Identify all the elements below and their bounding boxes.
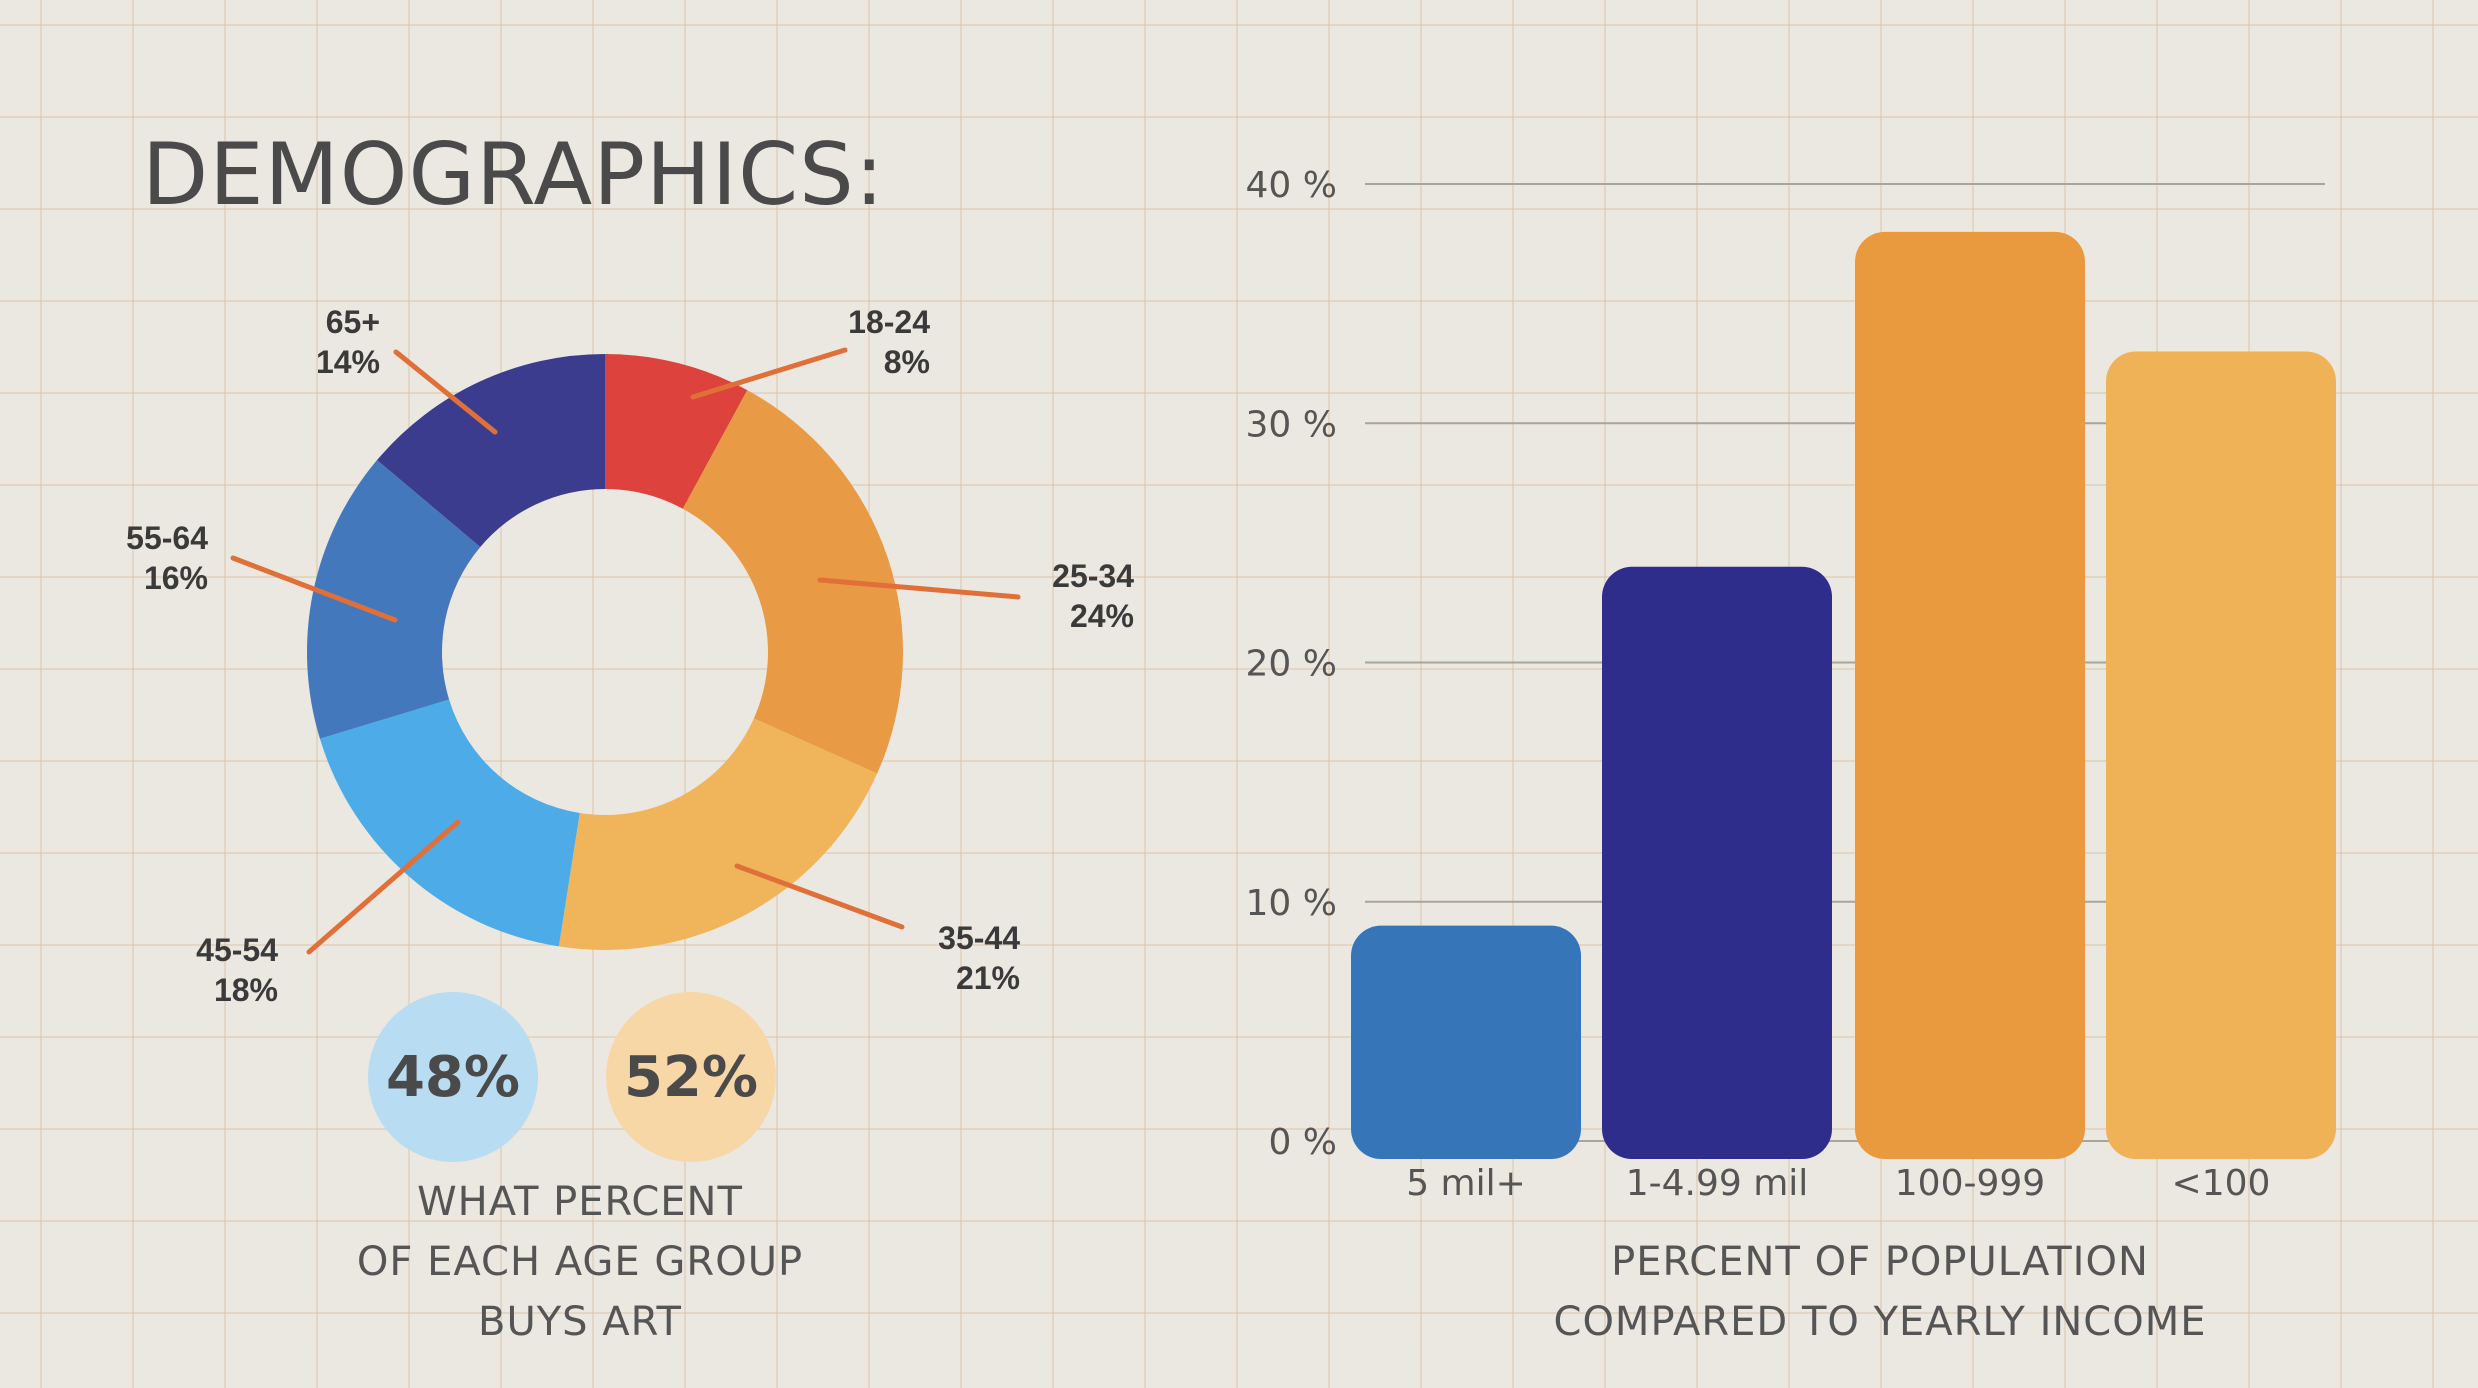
leader-line-35-44 (734, 863, 905, 930)
leader-line-65plus (393, 349, 498, 435)
age-label-65plus-range: 65+ (325, 304, 380, 340)
age-label-45-54-range: 45-54 (196, 932, 278, 968)
y-tick-label: 20 % (1246, 644, 1337, 685)
x-tick-label: 100-999 (1895, 1163, 2045, 1204)
bar-caption: PERCENT OF POPULATION COMPARED TO YEARLY… (1480, 1232, 2280, 1352)
leader-line-18-24 (690, 347, 848, 400)
donut-slice-45-54 (319, 699, 580, 947)
age-label-55-64-range: 55-64 (126, 520, 208, 556)
age-label-45-54-value: 18% (213, 972, 278, 1008)
y-tick-label: 30 % (1246, 404, 1337, 445)
age-label-35-44-range: 35-44 (938, 920, 1020, 956)
age-label-45-54: 45-54 18% (148, 930, 278, 1010)
age-label-35-44: 35-44 21% (890, 918, 1020, 998)
donut-caption-line-1: WHAT PERCENT (417, 1179, 743, 1225)
age-donut-chart (230, 347, 1021, 955)
donut-caption-line-2: OF EACH AGE GROUP (356, 1239, 804, 1285)
percent-badge-blue: 48% (368, 992, 538, 1162)
income-bar-chart: 0 % 10 % 20 % 30 % 40 % 5 mil+ 1-4.99 mil 100-9… (1246, 165, 2336, 1204)
donut-caption: WHAT PERCENT OF EACH AGE GROUP BUYS ART (230, 1172, 930, 1352)
age-label-25-34: 25-34 24% (1004, 556, 1134, 636)
bar-2 (1602, 566, 1832, 1159)
age-label-25-34-range: 25-34 (1052, 558, 1134, 594)
age-label-65plus-value: 14% (315, 344, 380, 380)
leader-line-25-34 (817, 577, 1021, 600)
bar-1 (1351, 925, 1581, 1159)
bar-3 (1855, 231, 2085, 1160)
bar-caption-line-1: PERCENT OF POPULATION (1611, 1239, 2149, 1285)
x-tick-label: <100 (2172, 1163, 2271, 1204)
x-tick-label: 5 mil+ (1406, 1163, 1526, 1204)
age-label-18-24-range: 18-24 (848, 304, 930, 340)
donut-slice-55-64 (306, 460, 481, 739)
bar-4 (2106, 351, 2336, 1160)
donut-slice-35-44 (558, 718, 878, 950)
age-label-35-44-value: 21% (955, 960, 1020, 996)
age-label-65plus: 65+ 14% (250, 302, 380, 382)
leader-line-45-54 (306, 819, 461, 955)
age-label-18-24-value: 8% (883, 344, 930, 380)
y-tick-label: 40 % (1246, 165, 1337, 206)
percent-badge-orange: 52% (606, 992, 776, 1162)
donut-caption-line-3: BUYS ART (478, 1299, 682, 1345)
age-label-25-34-value: 24% (1069, 598, 1134, 634)
bar-caption-line-2: COMPARED TO YEARLY INCOME (1553, 1299, 2207, 1345)
y-tick-label: 0 % (1268, 1122, 1337, 1163)
leader-line-55-64 (230, 555, 398, 623)
y-tick-label: 10 % (1246, 883, 1337, 924)
age-label-55-64-value: 16% (143, 560, 208, 596)
page-title: DEMOGRAPHICS: (142, 125, 885, 225)
age-label-55-64: 55-64 16% (78, 518, 208, 598)
x-tick-label: 1-4.99 mil (1626, 1163, 1809, 1204)
donut-slice-65plus (377, 354, 605, 548)
donut-slice-25-34 (682, 390, 903, 774)
age-label-18-24: 18-24 8% (800, 302, 930, 382)
